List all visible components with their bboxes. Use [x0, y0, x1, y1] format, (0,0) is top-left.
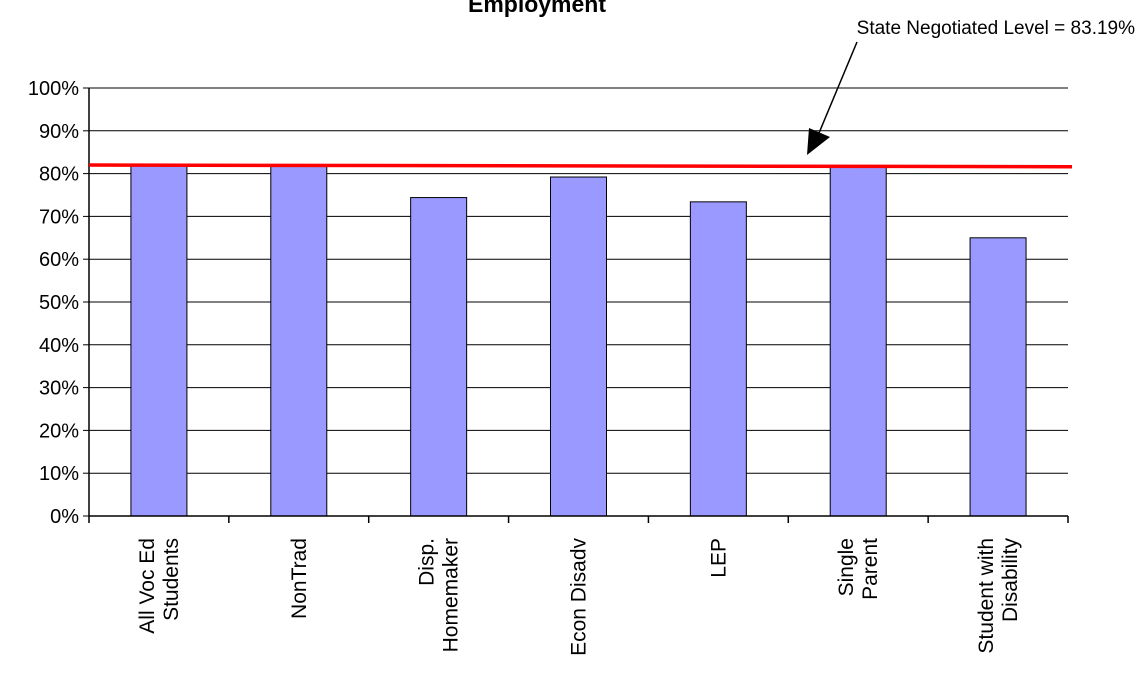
x-category-label: All Voc Ed Students: [136, 538, 183, 634]
y-tick-label: 70%: [39, 206, 79, 228]
reference-line-group: [88, 41, 1073, 169]
x-category-label: Disp. Homemaker: [416, 538, 463, 652]
bar: [829, 166, 887, 517]
x-category-label: Student with Disability: [975, 538, 1022, 654]
x-category-label-line: Single: [835, 538, 858, 596]
bar: [969, 237, 1027, 517]
x-category-label-line: Disp.: [416, 538, 439, 586]
x-axis-category-labels: All Voc Ed Students NonTrad Disp. Homemaker E…: [136, 538, 1022, 656]
bar: [270, 164, 328, 517]
bar: [689, 201, 747, 517]
x-category-label-line: Student with: [975, 538, 998, 654]
y-tick-label: 60%: [39, 249, 79, 271]
y-tick-label: 40%: [39, 335, 79, 357]
x-category-label: LEP: [707, 538, 730, 578]
x-category-label-line: All Voc Ed: [136, 538, 159, 634]
bar: [130, 164, 188, 517]
annotation-pointer: [818, 41, 858, 134]
y-tick-label: 10%: [39, 463, 79, 485]
reference-line: [88, 163, 1073, 169]
x-category-label: Single Parent: [835, 538, 882, 600]
y-tick-label: 50%: [39, 292, 79, 314]
chart-title: Employment: [468, 0, 606, 17]
x-category-label-line: Econ Disadv: [568, 538, 591, 656]
bar: [410, 197, 468, 517]
x-category-label: Econ Disadv: [568, 538, 591, 656]
y-tick-label: 90%: [39, 121, 79, 143]
y-axis-tick-labels: 0% 10% 20% 30% 40% 50% 60% 70% 80% 90% 100%: [28, 78, 79, 528]
x-category-label-line: Parent: [859, 538, 882, 600]
x-category-label-line: NonTrad: [288, 538, 311, 619]
x-category-label: NonTrad: [288, 538, 311, 619]
y-tick-label: 100%: [28, 78, 79, 100]
x-category-label-line: Disability: [999, 538, 1022, 623]
bars: [130, 164, 1027, 517]
x-category-label-line: Students: [160, 538, 183, 621]
x-category-label-line: Homemaker: [440, 538, 463, 652]
reference-annotation: State Negotiated Level = 83.19%: [857, 18, 1135, 39]
bar: [550, 176, 607, 517]
y-tick-label: 0%: [50, 506, 79, 528]
y-tick-label: 30%: [39, 378, 79, 400]
annotation-arrowhead: [807, 128, 830, 155]
y-tick-label: 80%: [39, 164, 79, 186]
x-category-label-line: LEP: [707, 538, 730, 578]
axes: [88, 88, 1069, 523]
y-tick-label: 20%: [39, 420, 79, 442]
